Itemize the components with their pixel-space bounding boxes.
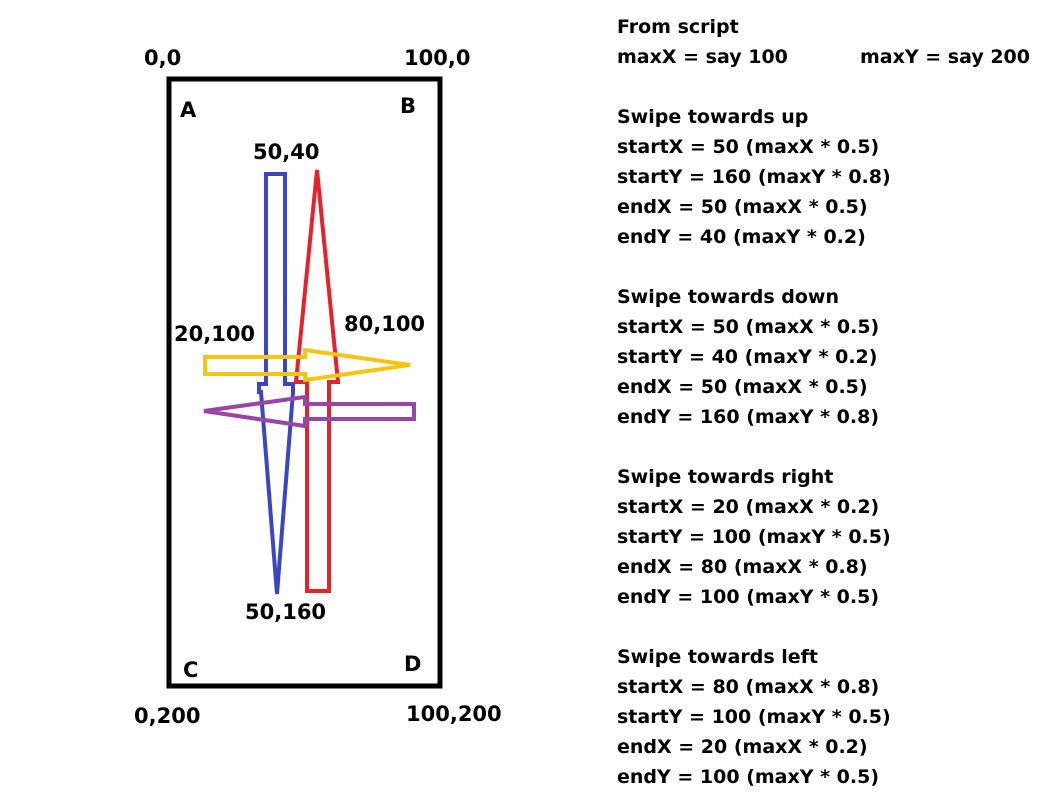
section-title: Swipe towards up bbox=[617, 106, 809, 128]
section-line: endY = 100 (maxY * 0.5) bbox=[617, 586, 880, 608]
section-line: startY = 100 (maxY * 0.5) bbox=[617, 526, 891, 548]
section-line: startX = 50 (maxX * 0.5) bbox=[617, 316, 880, 338]
section-line: endY = 160 (maxY * 0.8) bbox=[617, 406, 880, 428]
section-line: endX = 50 (maxX * 0.5) bbox=[617, 376, 868, 398]
section-line: startX = 20 (maxX * 0.2) bbox=[617, 496, 880, 518]
coord-top-right: 100,0 bbox=[404, 46, 471, 70]
section-line: endY = 40 (maxY * 0.2) bbox=[617, 226, 866, 248]
section-line: endY = 100 (maxY * 0.5) bbox=[617, 766, 880, 788]
point-right-start: 20,100 bbox=[174, 322, 256, 346]
max-values-row: maxX = say 100 maxY = say 200 bbox=[617, 42, 1030, 72]
max-x-text: maxX = say 100 bbox=[617, 46, 788, 68]
corner-letter-c: C bbox=[183, 658, 199, 682]
section-line: startX = 80 (maxX * 0.8) bbox=[617, 676, 880, 698]
corner-letter-d: D bbox=[404, 652, 422, 676]
up-arrow bbox=[293, 169, 341, 593]
coord-bottom-right: 100,200 bbox=[406, 702, 502, 726]
point-left-start: 80,100 bbox=[344, 312, 426, 336]
section-title: Swipe towards right bbox=[617, 466, 834, 488]
point-up-end: 50,40 bbox=[253, 140, 320, 164]
section-title: Swipe towards left bbox=[617, 646, 819, 668]
section-line: endX = 80 (maxX * 0.8) bbox=[617, 556, 868, 578]
coord-top-left: 0,0 bbox=[144, 46, 182, 70]
max-y-text: maxY = say 200 bbox=[860, 46, 1030, 68]
section-line: endX = 50 (maxX * 0.5) bbox=[617, 196, 868, 218]
screen-outline bbox=[166, 76, 443, 689]
right-arrow bbox=[203, 347, 411, 383]
section-line: startY = 160 (maxY * 0.8) bbox=[617, 166, 891, 188]
down-arrow bbox=[257, 172, 295, 595]
section-line: startX = 50 (maxX * 0.5) bbox=[617, 136, 880, 158]
section-line: startY = 40 (maxY * 0.2) bbox=[617, 346, 878, 368]
section-swipe-left: Swipe towards left startX = 80 (maxX * 0… bbox=[617, 642, 1030, 792]
script-notes: From script maxX = say 100 maxY = say 20… bbox=[617, 12, 1030, 792]
section-swipe-down: Swipe towards down startX = 50 (maxX * 0… bbox=[617, 282, 1030, 432]
section-title: Swipe towards down bbox=[617, 286, 839, 308]
point-down-end: 50,160 bbox=[245, 600, 327, 624]
coord-bottom-left: 0,200 bbox=[134, 704, 201, 728]
section-swipe-up: Swipe towards up startX = 50 (maxX * 0.5… bbox=[617, 102, 1030, 252]
corner-letter-b: B bbox=[400, 94, 417, 118]
section-line: endX = 20 (maxX * 0.2) bbox=[617, 736, 868, 758]
corner-letter-a: A bbox=[180, 98, 197, 122]
section-swipe-right: Swipe towards right startX = 20 (maxX * … bbox=[617, 462, 1030, 612]
left-arrow bbox=[203, 394, 416, 429]
notes-header: From script bbox=[617, 16, 739, 38]
section-line: startY = 100 (maxY * 0.5) bbox=[617, 706, 891, 728]
